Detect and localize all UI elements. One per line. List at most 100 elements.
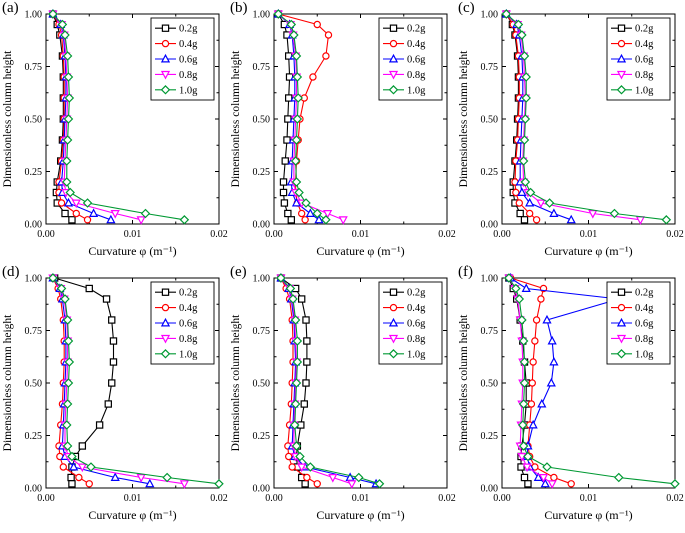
legend-label: 0.8g — [635, 334, 654, 345]
legend-label: 0.2g — [407, 288, 426, 299]
chart-canvas: 0.00 0.01 0.02 0.00 0.25 0.50 0.75 1.00 Curvatur… — [230, 272, 456, 522]
legend: 0.2g 0.4g 0.6g 0.8g 1.0g — [378, 17, 443, 101]
series-1.0g — [501, 9, 672, 225]
y-tick-label: 0.25 — [253, 431, 271, 442]
x-axis-title: Curvature φ (m⁻¹) — [88, 244, 176, 258]
y-tick-label: 0.00 — [253, 484, 271, 495]
x-tick-label: 0.02 — [210, 229, 228, 240]
x-tick-label: 0.01 — [124, 493, 142, 504]
y-tick-label: 0.00 — [481, 484, 499, 495]
x-tick-label: 0.01 — [352, 493, 370, 504]
x-tick-label: 0.02 — [438, 493, 456, 504]
x-tick-label: 0.00 — [493, 493, 511, 504]
y-tick-label: 0.50 — [25, 379, 43, 390]
y-tick-label: 0.25 — [25, 167, 43, 178]
y-axis-title: Dimensionless column height — [2, 314, 14, 452]
subplot-f: 0.00 0.01 0.02 0.00 0.25 0.50 0.75 1.00 Curvatur… — [456, 264, 684, 528]
series-1.0g — [48, 273, 224, 489]
x-axis-title: Curvature φ (m⁻¹) — [316, 244, 404, 258]
chart-holder-b: 0.00 0.01 0.02 0.00 0.25 0.50 0.75 1.00 Curvatur… — [228, 0, 456, 264]
y-tick-label: 1.00 — [481, 10, 499, 21]
legend: 0.2g 0.4g 0.6g 0.8g 1.0g — [606, 17, 671, 101]
legend-label: 0.4g — [179, 39, 198, 50]
y-tick-label: 0.00 — [25, 220, 43, 231]
panel-label-b: (b) — [230, 0, 248, 16]
legend-label: 0.2g — [179, 288, 198, 299]
x-tick-label: 0.00 — [37, 493, 55, 504]
x-tick-label: 0.01 — [124, 229, 142, 240]
legend-label: 0.8g — [407, 70, 426, 81]
chart-holder-d: 0.00 0.01 0.02 0.00 0.25 0.50 0.75 1.00 Curvatur… — [0, 264, 228, 528]
y-tick-label: 1.00 — [481, 274, 499, 285]
series-1.0g — [273, 9, 331, 225]
chart-canvas: 0.00 0.01 0.02 0.00 0.25 0.50 0.75 1.00 Curvatur… — [458, 272, 684, 522]
y-tick-label: 0.50 — [253, 379, 271, 390]
legend-label: 0.8g — [179, 334, 198, 345]
y-tick-label: 0.25 — [253, 167, 271, 178]
legend-label: 0.8g — [635, 70, 654, 81]
legend-label: 1.0g — [635, 349, 654, 360]
y-tick-label: 1.00 — [25, 10, 43, 21]
series-1.0g — [48, 9, 190, 225]
y-tick-label: 0.25 — [25, 431, 43, 442]
x-tick-label: 0.01 — [352, 229, 370, 240]
legend-label: 1.0g — [179, 349, 198, 360]
x-axis-title: Curvature φ (m⁻¹) — [88, 508, 176, 522]
legend-label: 0.6g — [179, 319, 198, 330]
y-axis-title: Dimensionless column height — [2, 50, 14, 188]
legend-label: 1.0g — [407, 349, 426, 360]
y-tick-label: 0.00 — [481, 220, 499, 231]
x-tick-label: 0.02 — [438, 229, 456, 240]
legend-label: 0.4g — [179, 303, 198, 314]
chart-canvas: 0.00 0.01 0.02 0.00 0.25 0.50 0.75 1.00 Curvatur… — [230, 8, 456, 258]
chart-canvas: 0.00 0.01 0.02 0.00 0.25 0.50 0.75 1.00 Curvatur… — [458, 8, 684, 258]
x-axis-title: Curvature φ (m⁻¹) — [544, 508, 632, 522]
legend-label: 0.6g — [179, 55, 198, 66]
y-tick-label: 0.75 — [253, 62, 271, 73]
panel-label-c: (c) — [458, 0, 475, 16]
y-axis-title: Dimensionless column height — [230, 50, 242, 188]
y-tick-label: 0.50 — [481, 379, 499, 390]
panel-label-a: (a) — [2, 0, 19, 16]
y-tick-label: 0.50 — [253, 115, 271, 126]
series-1.0g — [504, 273, 680, 489]
x-tick-label: 0.02 — [666, 229, 684, 240]
series-0.2g — [274, 10, 296, 224]
chart-holder-c: 0.00 0.01 0.02 0.00 0.25 0.50 0.75 1.00 Curvatur… — [456, 0, 684, 264]
chart-holder-f: 0.00 0.01 0.02 0.00 0.25 0.50 0.75 1.00 Curvatur… — [456, 264, 684, 528]
legend-label: 0.4g — [407, 303, 426, 314]
legend-label: 0.6g — [407, 319, 426, 330]
y-tick-label: 0.00 — [253, 220, 271, 231]
subplot-a: 0.00 0.01 0.02 0.00 0.25 0.50 0.75 1.00 Curvatur… — [0, 0, 228, 264]
x-tick-label: 0.00 — [265, 229, 283, 240]
subplot-e: 0.00 0.01 0.02 0.00 0.25 0.50 0.75 1.00 Curvatur… — [228, 264, 456, 528]
y-tick-label: 0.75 — [481, 326, 499, 337]
legend-label: 0.8g — [179, 70, 198, 81]
legend-label: 1.0g — [407, 85, 426, 96]
legend-label: 0.6g — [635, 55, 654, 66]
legend-label: 0.6g — [635, 319, 654, 330]
legend-label: 0.4g — [407, 39, 426, 50]
subplot-b: 0.00 0.01 0.02 0.00 0.25 0.50 0.75 1.00 Curvatur… — [228, 0, 456, 264]
y-axis-title: Dimensionless column height — [230, 314, 242, 452]
y-tick-label: 0.75 — [481, 62, 499, 73]
x-tick-label: 0.00 — [37, 229, 55, 240]
legend-label: 0.6g — [407, 55, 426, 66]
x-axis-title: Curvature φ (m⁻¹) — [316, 508, 404, 522]
legend-label: 0.2g — [635, 288, 654, 299]
x-tick-label: 0.01 — [580, 229, 598, 240]
subplot-d: 0.00 0.01 0.02 0.00 0.25 0.50 0.75 1.00 Curvatur… — [0, 264, 228, 528]
x-tick-label: 0.00 — [265, 493, 283, 504]
x-tick-label: 0.02 — [666, 493, 684, 504]
y-tick-label: 0.75 — [25, 326, 43, 337]
y-tick-label: 0.75 — [253, 326, 271, 337]
legend-label: 0.2g — [635, 24, 654, 35]
legend-label: 1.0g — [635, 85, 654, 96]
y-tick-label: 1.00 — [25, 274, 43, 285]
x-tick-label: 0.01 — [580, 493, 598, 504]
y-tick-label: 1.00 — [253, 10, 271, 21]
legend: 0.2g 0.4g 0.6g 0.8g 1.0g — [150, 281, 215, 365]
series-0.4g — [506, 274, 575, 488]
chart-canvas: 0.00 0.01 0.02 0.00 0.25 0.50 0.75 1.00 Curvatur… — [2, 8, 228, 258]
